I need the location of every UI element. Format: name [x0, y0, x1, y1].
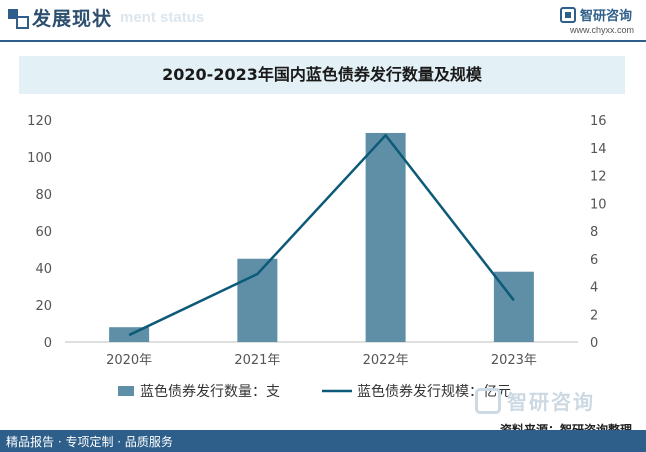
x-tick-label: 2020年 [106, 353, 152, 368]
y-left-tick-label: 20 [35, 299, 52, 314]
legend-bar-label: 蓝色债券发行数量：支 [140, 383, 280, 400]
watermark-logo-icon [475, 387, 501, 414]
section-subtitle: ment status [120, 9, 205, 26]
y-right-tick-label: 14 [590, 142, 607, 157]
y-left-tick-label: 120 [27, 114, 52, 129]
brand-name: 智研咨询 [579, 9, 632, 24]
y-left-tick-label: 40 [35, 262, 52, 277]
series-line [128, 134, 515, 337]
y-right-tick-label: 12 [590, 170, 607, 185]
y-right-tick-label: 0 [590, 336, 598, 351]
chart-title-box: 2020-2023年国内蓝色债券发行数量及规模 [19, 56, 625, 94]
brand-url: www.chyxx.com [569, 25, 634, 35]
y-right-tick-label: 2 [590, 308, 598, 323]
y-left-tick-label: 0 [44, 336, 52, 351]
bar [237, 258, 278, 342]
brand: 智研咨询 [559, 5, 632, 24]
x-tick-label: 2022年 [363, 353, 409, 368]
watermark-text: 智研咨询 [507, 390, 595, 414]
y-right-tick-label: 16 [590, 114, 607, 129]
watermark: 智研咨询 [475, 386, 595, 415]
chart-title: 2020-2023年国内蓝色债券发行数量及规模 [162, 65, 482, 84]
header-outline-square-icon [16, 16, 29, 29]
bar [365, 132, 406, 342]
y-right-tick-label: 8 [590, 225, 598, 240]
brand-logo-icon [559, 6, 576, 23]
section-title: 发展现状 [32, 8, 113, 30]
y-right-tick-label: 10 [590, 197, 607, 212]
footer-tagline: 精品报告 · 专项定制 · 品质服务 [6, 435, 173, 449]
header-square-icon [8, 9, 18, 19]
y-right-tick-label: 4 [590, 281, 598, 296]
y-left-tick-label: 100 [27, 151, 52, 166]
x-tick-label: 2023年 [491, 353, 537, 368]
x-tick-label: 2021年 [234, 353, 280, 368]
y-right-tick-label: 6 [590, 253, 598, 268]
y-left-tick-label: 80 [35, 188, 52, 203]
legend-line-label: 蓝色债券发行规模：亿元 [357, 383, 511, 400]
footer-bar: 精品报告 · 专项定制 · 品质服务 [0, 430, 646, 452]
y-left-tick-label: 60 [35, 225, 52, 240]
header-divider [0, 40, 646, 42]
header: 发展现状 ment status 智研咨询 www.chyxx.com [0, 0, 646, 40]
legend-bar-swatch [118, 386, 134, 396]
